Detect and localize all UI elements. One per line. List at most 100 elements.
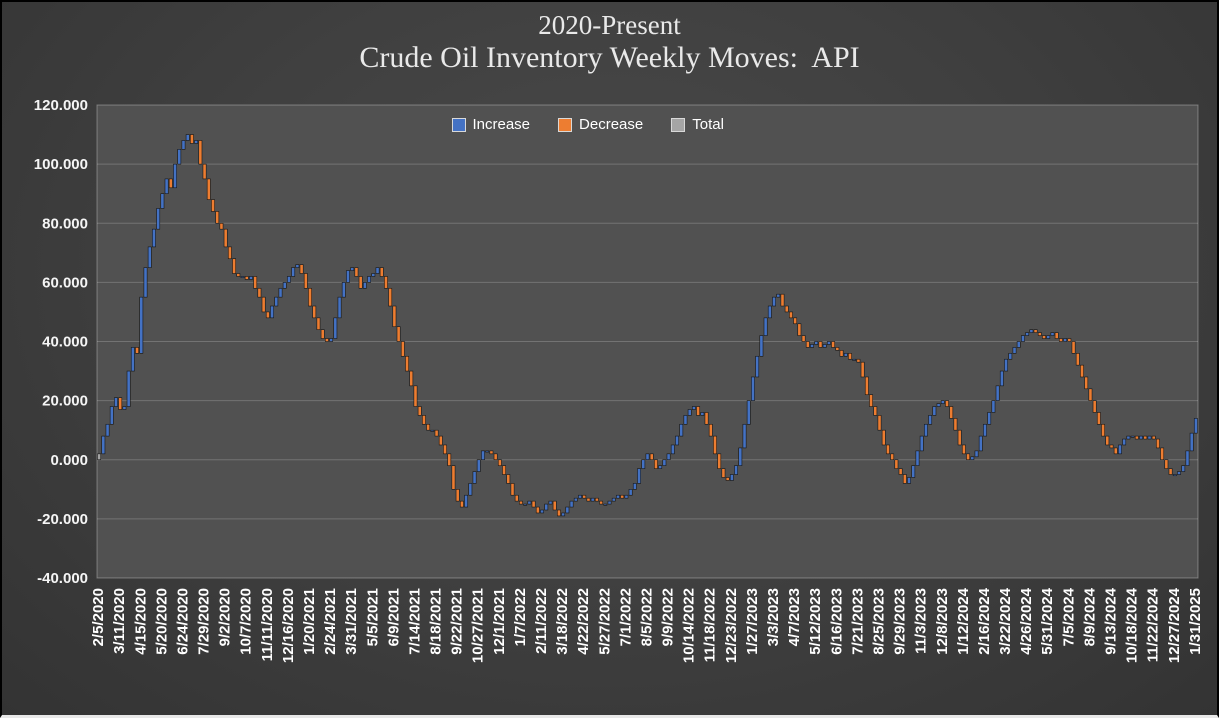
bar (552, 500, 557, 511)
bar (265, 311, 270, 319)
bar (434, 429, 439, 437)
bar (1143, 435, 1148, 440)
bar (1054, 332, 1059, 339)
bar (1075, 353, 1080, 366)
bar (949, 406, 954, 419)
bar (1101, 423, 1105, 437)
bar (961, 444, 966, 455)
bar (666, 453, 671, 461)
x-tick-label: 2/5/2020 (90, 588, 107, 646)
bar (544, 503, 549, 511)
bar (611, 497, 616, 502)
bar (1118, 444, 1122, 455)
bar (603, 503, 608, 506)
bar (839, 350, 844, 357)
bar (645, 453, 650, 461)
x-tick-label: 5/31/2024 (1039, 587, 1056, 654)
bar (814, 341, 819, 345)
bar (578, 494, 582, 499)
bar (1084, 376, 1089, 390)
plot-area (96, 104, 1199, 579)
bar (696, 406, 701, 416)
bar (287, 276, 291, 283)
bar (869, 394, 873, 407)
bar (493, 453, 498, 461)
bar (902, 474, 907, 484)
x-tick-label: 1/27/2023 (744, 588, 761, 655)
x-tick-label: 11/11/2020 (259, 588, 276, 661)
x-tick-label: 9/13/2024 (1102, 587, 1119, 654)
legend-label-increase: Increase (472, 116, 531, 133)
bar (118, 397, 123, 410)
x-tick-label: 2/16/2024 (976, 587, 993, 654)
bar (497, 459, 502, 466)
bar (835, 347, 840, 351)
chart-title-line1: 2020-Present (538, 10, 681, 40)
bar (995, 385, 1000, 401)
bar (683, 415, 688, 425)
bar (856, 358, 861, 363)
bar (810, 344, 814, 348)
x-tick-label: 8/18/2021 (428, 588, 445, 655)
bar (691, 406, 696, 410)
bar (599, 500, 604, 505)
bar (734, 465, 738, 475)
x-tick-label: 7/1/2022 (617, 588, 634, 646)
bar (999, 370, 1004, 387)
bar (987, 412, 992, 425)
bar (147, 246, 152, 268)
bar (1156, 438, 1160, 449)
bar (1172, 474, 1177, 477)
x-tick-label: 1/20/2021 (301, 588, 318, 655)
bar (160, 193, 165, 209)
bar (358, 276, 363, 289)
bar (1122, 438, 1127, 446)
bar (751, 376, 755, 401)
bar (890, 453, 895, 461)
x-tick-label: 9/22/2021 (449, 588, 466, 655)
bar (396, 326, 401, 342)
bar (422, 415, 426, 425)
bar (637, 468, 641, 484)
bar (519, 500, 523, 505)
bar (459, 500, 464, 508)
bar (1164, 459, 1169, 469)
x-tick-label: 10/18/2024 (1124, 587, 1141, 663)
x-tick-label: 11/3/2023 (913, 588, 930, 654)
bar (1080, 364, 1084, 378)
y-tick-label: 40.000 (42, 334, 88, 351)
bar (308, 287, 312, 307)
bar (1160, 447, 1165, 461)
bar (122, 406, 127, 410)
bar (586, 497, 591, 502)
x-tick-label: 9/29/2023 (892, 588, 909, 655)
bar (400, 341, 405, 357)
bar (97, 453, 102, 461)
y-tick-label: -40.000 (37, 570, 88, 587)
bar (173, 163, 177, 189)
bar (1130, 435, 1135, 438)
bar (333, 317, 338, 339)
bar (729, 474, 734, 481)
bar (375, 267, 380, 274)
bar (438, 435, 443, 446)
x-tick-label: 7/29/2020 (196, 588, 213, 655)
bar (1012, 347, 1017, 354)
bar (101, 435, 106, 455)
x-tick-label: 3/11/2020 (111, 588, 128, 654)
bar (767, 305, 772, 319)
x-tick-label: 9/9/2022 (660, 588, 677, 646)
x-tick-label: 1/31/2025 (1187, 588, 1204, 655)
bar (725, 477, 730, 481)
bar (316, 317, 321, 330)
bar (527, 500, 532, 505)
bar (1177, 471, 1181, 475)
bar (215, 211, 220, 224)
bar (1105, 435, 1110, 446)
bar (1109, 444, 1114, 449)
bar (531, 500, 536, 508)
x-tick-label: 7/21/2023 (849, 588, 866, 655)
bar (455, 489, 460, 502)
bar (658, 465, 663, 469)
